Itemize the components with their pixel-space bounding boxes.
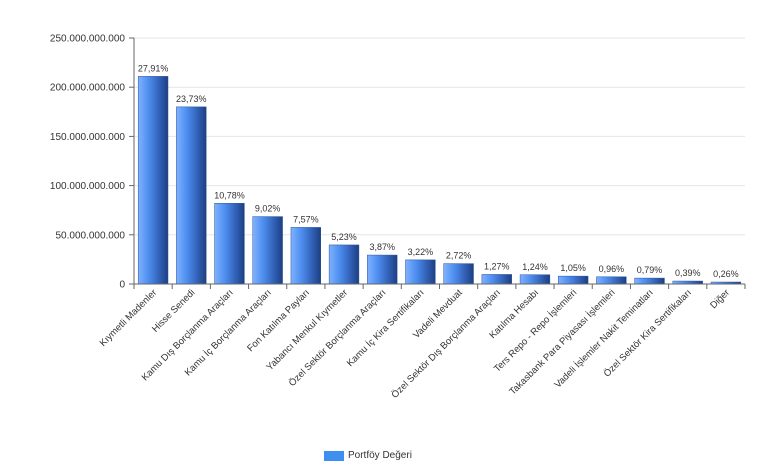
legend-label: Portföy Değeri	[348, 450, 412, 461]
y-axis: 0 50.000.000.000 100.000.000.000 150.000.00…	[50, 34, 135, 291]
data-label: 5,23%	[331, 232, 357, 242]
bar[interactable]	[405, 259, 436, 285]
y-tick-label: 250.000.000.000	[50, 34, 126, 45]
bar[interactable]	[290, 227, 321, 285]
bar[interactable]	[176, 106, 207, 285]
bars: 27,91% 23,73% 10,78% 9,02% 7,57% 5,23% 3,87% 3,…	[137, 63, 742, 285]
data-label: 1,05%	[560, 263, 586, 273]
y-tick-label: 200.000.000.000	[50, 83, 126, 94]
data-label: 3,87%	[369, 242, 395, 252]
bar[interactable]	[214, 203, 245, 285]
x-tick-label: Diğer	[708, 287, 732, 311]
data-label: 3,22%	[408, 247, 434, 257]
legend: Portföy Değeri	[324, 450, 412, 461]
bar[interactable]	[137, 76, 169, 285]
y-tick-label: 50.000.000.000	[55, 230, 125, 241]
data-label: 23,73%	[176, 94, 207, 104]
x-tick-label: Kıymetli Madenler	[98, 287, 160, 349]
data-label: 0,26%	[713, 269, 739, 279]
bar[interactable]	[443, 263, 474, 285]
y-tick-label: 150.000.000.000	[50, 132, 126, 143]
data-label: 1,24%	[522, 262, 548, 272]
data-label: 2,72%	[446, 251, 472, 261]
grid-lines	[134, 37, 745, 236]
data-label: 10,78%	[214, 190, 245, 200]
data-label: 0,79%	[637, 265, 663, 275]
y-tick-label: 100.000.000.000	[50, 181, 126, 192]
data-label: 0,96%	[599, 264, 625, 274]
legend-swatch	[324, 450, 344, 461]
bar[interactable]	[481, 274, 512, 285]
data-label: 27,91%	[138, 63, 169, 73]
data-label: 9,02%	[255, 204, 281, 214]
bar[interactable]	[252, 216, 283, 285]
bar[interactable]	[328, 244, 360, 285]
y-tick-label: 0	[119, 280, 125, 291]
bar[interactable]	[634, 277, 665, 285]
bar[interactable]	[596, 276, 627, 285]
bar[interactable]	[519, 274, 551, 285]
data-label: 0,39%	[675, 268, 701, 278]
bar[interactable]	[367, 254, 398, 285]
data-label: 1,27%	[484, 261, 510, 271]
x-tick-label: Kamu İç Kira Sertifikaları	[345, 287, 427, 369]
data-label: 7,57%	[293, 214, 319, 224]
bar[interactable]	[558, 275, 589, 285]
